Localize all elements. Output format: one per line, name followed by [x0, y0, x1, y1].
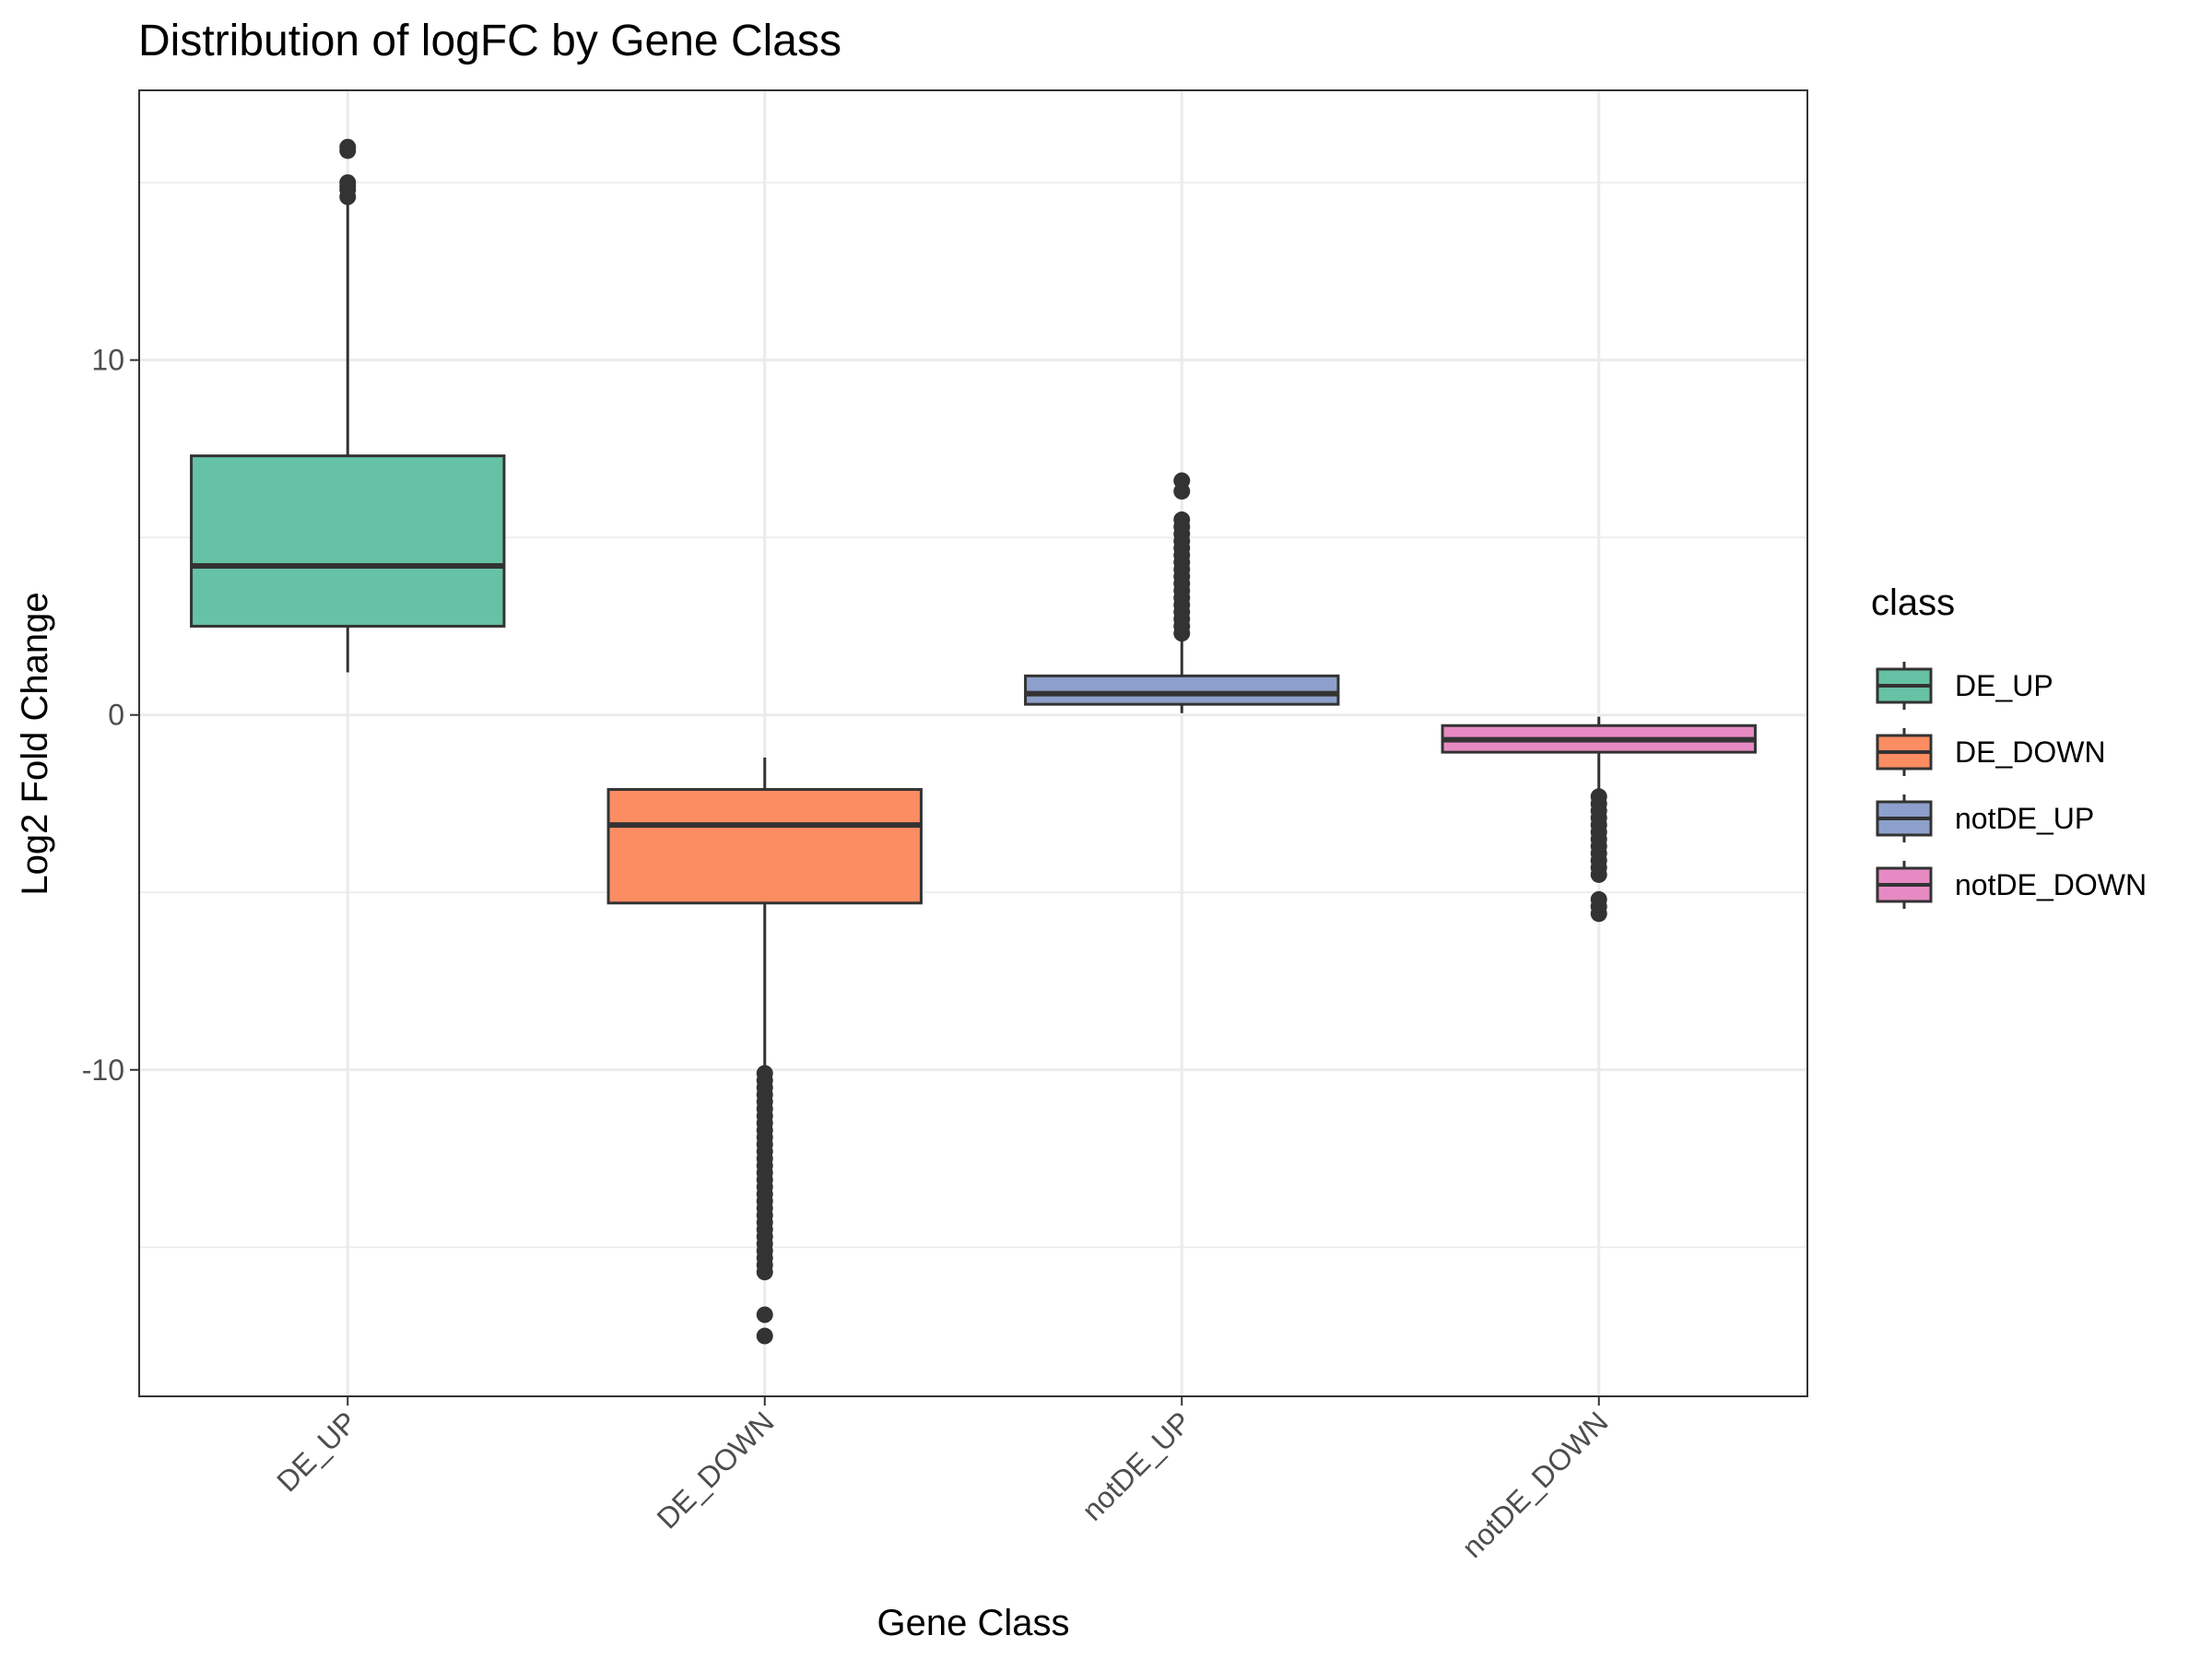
x-tick-label: DE_DOWN — [651, 1405, 781, 1535]
box-body — [1024, 674, 1340, 706]
outlier-point — [756, 1327, 773, 1345]
legend-item-notde-down: notDE_DOWN — [1876, 861, 2147, 909]
y-tick-label: -10 — [82, 1053, 124, 1087]
box-notde-up — [1024, 472, 1340, 713]
outlier-point — [339, 138, 357, 156]
outlier-point — [1173, 472, 1191, 489]
legend-item-notde-up: notDE_UP — [1876, 794, 2094, 842]
outlier-point — [1590, 865, 1607, 883]
legend-item-de-down: DE_DOWN — [1876, 728, 2106, 776]
legend-item-de-up: DE_UP — [1876, 662, 2053, 710]
x-axis-title: Gene Class — [877, 1603, 1070, 1643]
y-tick-label: 10 — [91, 344, 124, 377]
grid-lines — [139, 90, 1807, 1396]
x-tick-label: notDE_UP — [1076, 1405, 1197, 1526]
box-de-down — [606, 757, 923, 1345]
legend: class DE_UP DE_DOWN notDE_UP notDE_DOWN — [1871, 582, 2147, 909]
box-body — [190, 454, 506, 628]
legend-label: DE_UP — [1955, 669, 2053, 702]
outlier-point — [339, 174, 357, 192]
legend-label: DE_DOWN — [1955, 735, 2106, 769]
x-tick-label: DE_UP — [270, 1405, 363, 1498]
outlier-point — [756, 1306, 773, 1324]
y-tick-label: 0 — [108, 699, 124, 732]
outlier-point — [1590, 905, 1607, 923]
x-tick-label: notDE_DOWN — [1455, 1405, 1615, 1564]
y-axis-title: Log2 Fold Change — [15, 592, 55, 895]
chart-title: Distribution of logFC by Gene Class — [138, 17, 841, 65]
box-body — [606, 788, 923, 905]
outlier-point — [1173, 511, 1191, 528]
box-plot-series — [190, 138, 1757, 1345]
outlier-point — [756, 1264, 773, 1281]
box-de-up — [190, 138, 506, 673]
legend-label: notDE_UP — [1955, 802, 2094, 835]
panel-border — [138, 89, 1808, 1397]
legend-label: notDE_DOWN — [1955, 868, 2147, 901]
legend-title: class — [1871, 582, 1955, 623]
box-notde-down — [1441, 716, 1757, 923]
